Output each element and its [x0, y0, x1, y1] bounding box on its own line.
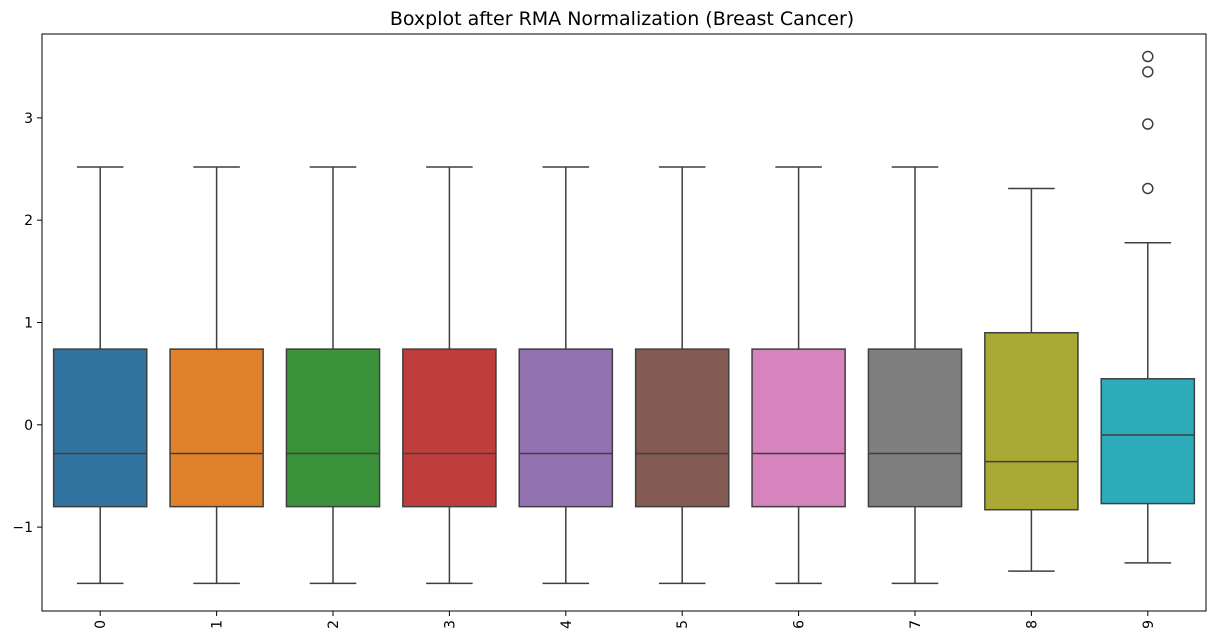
box-iqr: [867, 348, 963, 508]
box-iqr: [402, 348, 497, 508]
box-group-9: [1100, 50, 1196, 564]
box-group-3: [402, 166, 497, 585]
x-tick-label: 0: [93, 620, 109, 629]
outlier-point: [1142, 118, 1154, 130]
box-iqr: [634, 348, 730, 508]
box-iqr: [984, 331, 1079, 511]
x-tick-label: 9: [1141, 620, 1157, 629]
y-tick-label: −1: [12, 520, 33, 536]
outlier-point: [1142, 50, 1154, 63]
outlier-point: [1142, 66, 1154, 78]
x-tick-label: 5: [675, 620, 691, 629]
x-tick-label: 7: [908, 620, 924, 629]
box-iqr: [518, 348, 614, 508]
box-iqr: [751, 348, 846, 508]
y-tick-label: 1: [24, 316, 33, 332]
box-iqr: [52, 348, 148, 508]
axes: 0 1 2 3 4 5 6 7 8 9 −1 0 1 2 3: [12, 111, 1156, 629]
box-group-4: [518, 166, 614, 585]
box-iqr: [1100, 378, 1196, 505]
x-tick-label: 3: [442, 620, 458, 629]
x-tick-label: 4: [559, 620, 575, 629]
box-iqr: [169, 348, 264, 508]
plot-area: [52, 50, 1196, 585]
x-tick-label: 6: [792, 620, 808, 629]
chart-title: Boxplot after RMA Normalization (Breast …: [390, 8, 854, 30]
outlier-point: [1142, 182, 1154, 195]
y-tick-label: 2: [24, 213, 33, 229]
box-group-6: [751, 166, 846, 585]
x-tick-label: 1: [210, 620, 226, 629]
box-group-0: [52, 166, 148, 585]
y-tick-label: 0: [24, 418, 33, 434]
box-group-1: [169, 166, 264, 585]
x-tick-label: 2: [326, 620, 342, 629]
box-iqr: [285, 348, 381, 508]
box-group-5: [634, 166, 730, 585]
box-group-8: [984, 187, 1079, 572]
y-tick-label: 3: [24, 111, 33, 127]
box-group-2: [285, 166, 381, 585]
x-tick-label: 8: [1024, 620, 1040, 629]
box-group-7: [867, 166, 963, 585]
